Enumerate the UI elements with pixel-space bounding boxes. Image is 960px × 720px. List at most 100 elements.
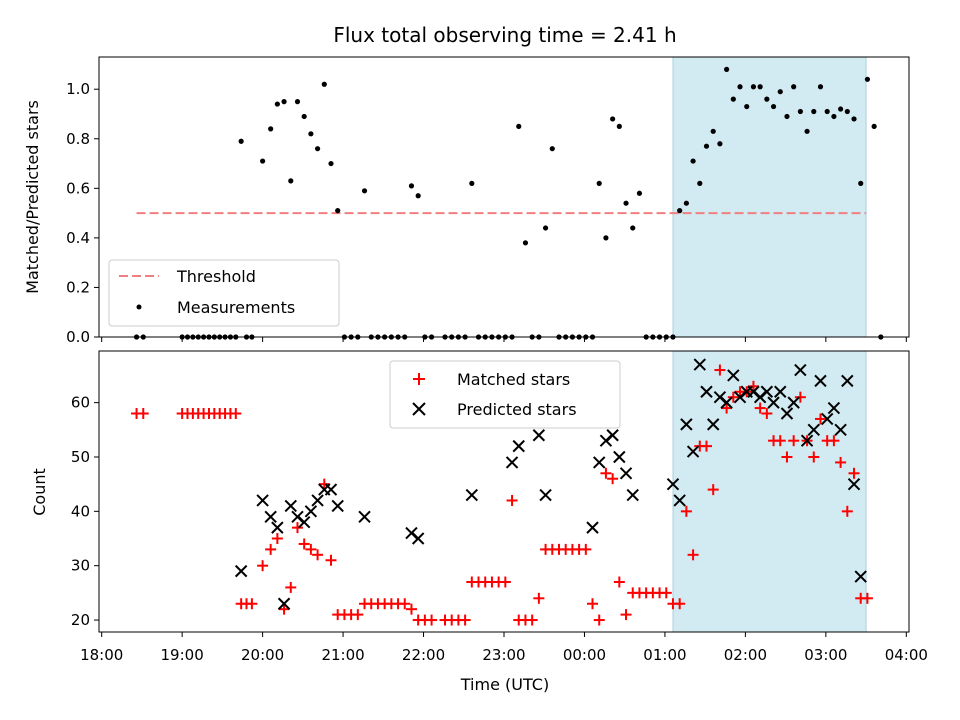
measurement-point <box>288 178 294 184</box>
predicted-stars-point <box>264 510 277 523</box>
predicted-stars-point <box>841 374 854 388</box>
measurement-point <box>335 208 341 214</box>
measurement-point <box>623 200 629 206</box>
measurement-point <box>630 225 636 231</box>
measurement-point <box>744 103 750 110</box>
matched-stars-point <box>761 408 773 420</box>
predicted-stars-point <box>284 499 297 513</box>
matched-stars-point <box>835 456 847 468</box>
measurement-point <box>596 180 602 186</box>
matched-stars-point <box>707 484 719 496</box>
measurement-point <box>824 108 830 115</box>
ratio-y-tick-label: 0.4 <box>66 229 90 247</box>
count-y-tick-label: 60 <box>71 394 90 412</box>
predicted-stars-point <box>680 418 693 431</box>
measurement-point <box>764 96 770 102</box>
matched-stars-point <box>848 467 860 479</box>
measurement-point <box>871 123 877 129</box>
x-tick-label: 18:00 <box>80 646 123 664</box>
x-tick-label: 04:00 <box>885 646 928 664</box>
matched-stars-point <box>687 549 699 561</box>
measurement-point <box>770 103 777 110</box>
measurement-point <box>516 123 522 129</box>
predicted-stars-point <box>847 477 861 491</box>
matched-stars-point <box>459 614 471 626</box>
count-x-ticks: 18:00 19:00 20:00 21:00 22:00 23:00 00:00 01:00… <box>80 632 928 664</box>
count-axes: 20 30 40 50 60 18:00 19:00 20:00 21:00 22:00 23:0… <box>30 350 928 694</box>
measurement-point <box>784 113 790 120</box>
matched-stars-point <box>828 435 840 447</box>
matched-stars-point <box>701 440 712 452</box>
matched-stars-point <box>580 543 592 555</box>
matched-stars-point <box>593 614 605 626</box>
measurement-point <box>737 84 743 90</box>
count-y-tick-label: 20 <box>71 611 90 629</box>
predicted-stars-point <box>780 407 794 420</box>
measurement-point <box>730 96 736 102</box>
ratio-x-ticks <box>101 337 907 342</box>
predicted-stars-point <box>727 369 740 382</box>
matched-stars-point <box>794 391 806 403</box>
ratio-y-tick-label: 0.0 <box>66 328 90 346</box>
matched-stars-point <box>291 522 303 534</box>
predicted-stars-point <box>613 450 626 464</box>
predicted-stars-point <box>311 494 324 507</box>
measurement-point <box>308 131 314 137</box>
matched-stars-point <box>727 391 739 403</box>
matched-stars-point <box>533 592 545 604</box>
ratio-axes: 0.0 0.2 0.4 0.6 0.8 1.0 Matched/Predicted sta… <box>23 56 910 346</box>
ratio-shaded-interval <box>672 56 867 338</box>
measurement-point <box>777 89 783 95</box>
predicted-stars-point <box>720 396 733 409</box>
measurement-point <box>797 108 803 115</box>
matched-stars-point <box>318 478 330 490</box>
predicted-stars-point <box>787 396 800 409</box>
ratio-y-tick-label: 1.0 <box>66 80 90 98</box>
predicted-stars-point <box>673 494 686 507</box>
ratio-y-ticks: 0.0 0.2 0.4 0.6 0.8 1.0 <box>66 80 99 346</box>
measurement-point <box>274 101 280 107</box>
measurement-point <box>469 180 475 186</box>
predicted-stars-point <box>760 385 774 398</box>
matched-stars-point <box>808 451 820 463</box>
predicted-stars-point <box>827 401 841 415</box>
count-y-tick-label: 30 <box>71 557 90 575</box>
matched-stars-point <box>265 543 277 555</box>
matched-stars-point <box>426 614 438 626</box>
matched-stars-point <box>861 592 873 604</box>
predicted-stars-point <box>505 456 519 469</box>
x-axis-label: Time (UTC) <box>460 675 549 694</box>
matched-stars-point <box>814 413 826 425</box>
measurement-point <box>549 146 555 152</box>
matched-stars-point <box>526 614 538 626</box>
legend-measurements-label: Measurements <box>177 298 295 317</box>
predicted-stars-point <box>706 418 720 431</box>
legend-matched-swatch <box>413 373 425 385</box>
predicted-stars-point <box>277 597 291 610</box>
matched-stars-point <box>230 408 242 420</box>
x-tick-label: 00:00 <box>563 646 606 664</box>
matched-stars-point <box>674 598 686 610</box>
legend-matched-label: Matched stars <box>457 370 570 389</box>
measurement-point <box>757 84 763 90</box>
matched-stars-point <box>721 402 733 414</box>
matched-stars-point <box>499 576 511 588</box>
predicted-stars-point <box>539 488 552 502</box>
measurement-point <box>697 180 703 186</box>
matched-stars-point <box>352 609 364 621</box>
predicted-stars-point <box>512 439 525 453</box>
predicted-stars-point <box>465 488 479 502</box>
x-tick-label: 22:00 <box>402 646 445 664</box>
count-y-tick-label: 40 <box>71 502 90 520</box>
predicted-stars-point <box>700 385 713 398</box>
predicted-stars-point <box>807 423 820 437</box>
predicted-stars-point <box>666 477 680 491</box>
legend-predicted-label: Predicted stars <box>457 400 577 419</box>
ratio-y-tick-label: 0.6 <box>66 179 90 197</box>
measurement-point <box>831 113 837 120</box>
predicted-stars-point <box>834 423 847 437</box>
measurement-point <box>321 81 327 87</box>
measurement-point <box>415 193 421 199</box>
measurement-point <box>844 108 850 115</box>
